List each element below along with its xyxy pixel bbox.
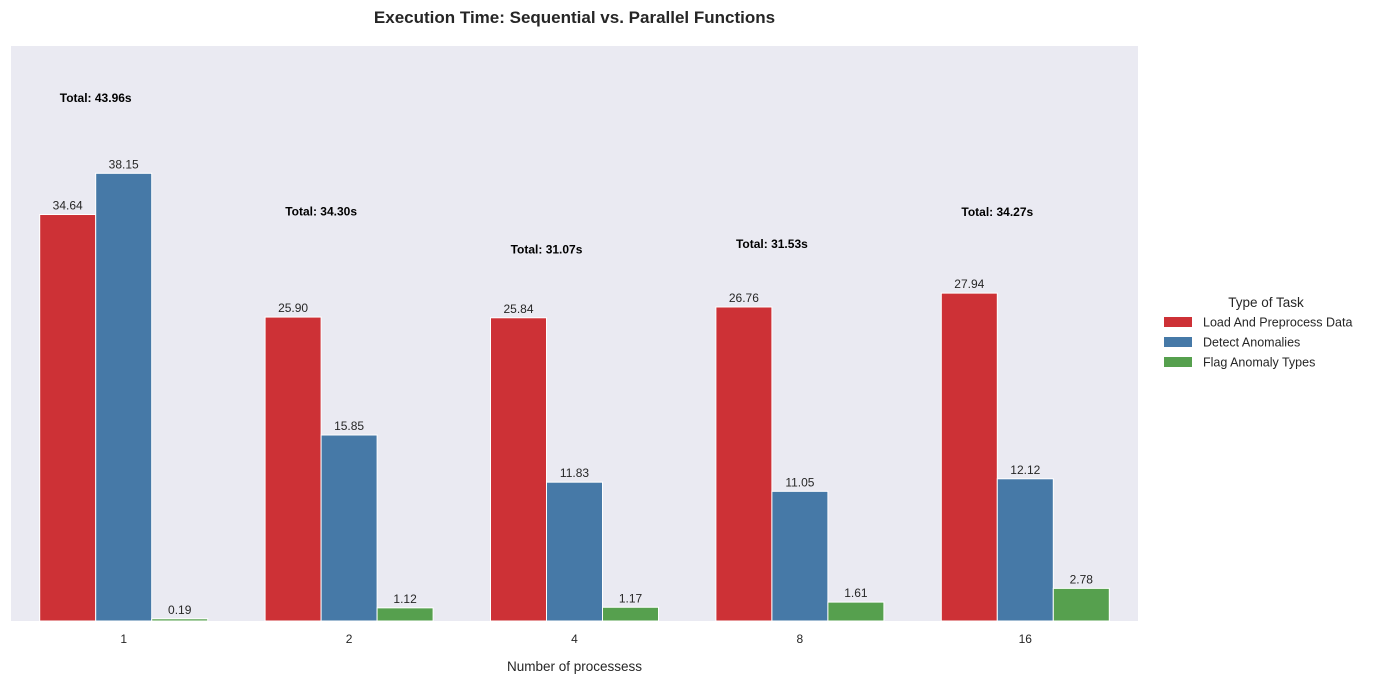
bar-value-label: 38.15 bbox=[109, 157, 139, 171]
x-axis-label: Number of processess bbox=[507, 659, 642, 674]
total-label: Total: 31.07s bbox=[511, 242, 583, 256]
legend-swatch bbox=[1164, 337, 1192, 347]
bar-value-label: 34.64 bbox=[53, 199, 83, 213]
bar-value-label: 12.12 bbox=[1010, 463, 1040, 477]
x-tick-label: 4 bbox=[571, 632, 578, 646]
bar-flag-anomaly-types-1 bbox=[151, 618, 209, 622]
bar-detect-anomalies-8 bbox=[771, 490, 829, 622]
bar-load-and-preprocess-data-2 bbox=[264, 316, 322, 622]
bar-value-label: 1.12 bbox=[393, 592, 417, 606]
legend: Type of Task Load And Preprocess Data Det… bbox=[1164, 295, 1352, 370]
x-ticks-layer: 1 2 4 8 16 bbox=[120, 632, 1032, 646]
x-tick-label: 2 bbox=[346, 632, 353, 646]
legend-entry: Detect Anomalies bbox=[1203, 336, 1300, 350]
bar-value-label: 25.84 bbox=[503, 302, 533, 316]
bar-flag-anomaly-types-4 bbox=[602, 606, 659, 622]
bar-value-label: 26.76 bbox=[729, 291, 759, 305]
bar-load-and-preprocess-data-8 bbox=[715, 306, 773, 622]
bar-flag-anomaly-types-8 bbox=[827, 601, 885, 622]
bar-detect-anomalies-16 bbox=[996, 478, 1054, 622]
x-tick-label: 1 bbox=[120, 632, 127, 646]
legend-swatch bbox=[1164, 357, 1192, 367]
bars-layer bbox=[39, 172, 1110, 622]
legend-entry: Load And Preprocess Data bbox=[1203, 316, 1352, 330]
legend-entry: Flag Anomaly Types bbox=[1203, 356, 1315, 370]
legend-title: Type of Task bbox=[1228, 295, 1304, 310]
total-label: Total: 31.53s bbox=[736, 237, 808, 251]
total-label: Total: 34.27s bbox=[961, 205, 1033, 219]
labels-layer: 34.64 38.15 0.19 Total: 43.96s 25.90 15.85 1.1… bbox=[53, 91, 1094, 617]
bar-value-label: 11.05 bbox=[785, 475, 814, 489]
bar-flag-anomaly-types-2 bbox=[376, 607, 434, 622]
bar-load-and-preprocess-data-4 bbox=[490, 317, 547, 622]
bar-value-label: 2.78 bbox=[1070, 572, 1094, 586]
bar-flag-anomaly-types-16 bbox=[1052, 587, 1110, 622]
bar-value-label: 1.61 bbox=[844, 586, 868, 600]
bar-value-label: 0.19 bbox=[168, 603, 192, 617]
bar-load-and-preprocess-data-1 bbox=[39, 214, 97, 622]
bar-value-label: 27.94 bbox=[954, 277, 984, 291]
x-tick-label: 8 bbox=[797, 632, 804, 646]
bar-value-label: 15.85 bbox=[334, 419, 364, 433]
bar-detect-anomalies-2 bbox=[320, 434, 378, 622]
bar-value-label: 11.83 bbox=[560, 466, 589, 480]
bar-detect-anomalies-4 bbox=[546, 481, 603, 622]
x-tick-label: 16 bbox=[1019, 632, 1033, 646]
total-label: Total: 34.30s bbox=[285, 205, 357, 219]
total-label: Total: 43.96s bbox=[60, 91, 132, 105]
chart-title: Execution Time: Sequential vs. Parallel … bbox=[374, 8, 775, 27]
legend-swatch bbox=[1164, 317, 1192, 327]
bar-value-label: 25.90 bbox=[278, 301, 308, 315]
bar-load-and-preprocess-data-16 bbox=[940, 292, 998, 622]
bar-detect-anomalies-1 bbox=[95, 172, 153, 622]
bar-value-label: 1.17 bbox=[619, 591, 643, 605]
